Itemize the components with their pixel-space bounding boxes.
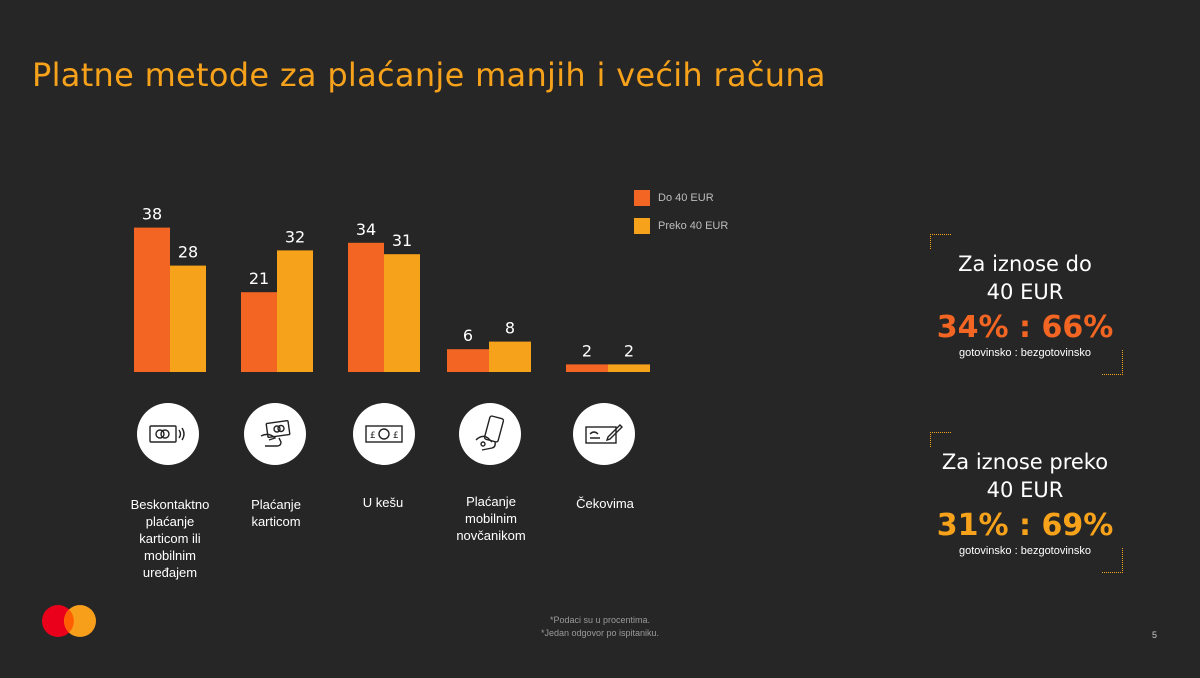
bar-do-40-2	[348, 242, 384, 372]
bar-value-label: 38	[142, 205, 162, 224]
label-line: Plaćanje	[251, 497, 301, 512]
contactless-card-icon	[137, 403, 199, 465]
bar-value-label: 2	[582, 341, 592, 360]
bar-value-label: 31	[392, 231, 412, 250]
legend-label: Preko 40 EUR	[658, 220, 729, 232]
footnote-line: *Podaci su u procentima.	[549, 615, 651, 625]
chart-legend: Do 40 EUR Preko 40 EUR	[634, 184, 728, 240]
bar-value-label: 6	[463, 326, 473, 345]
hand-card-icon	[244, 403, 306, 465]
page-number: 5	[1152, 630, 1158, 640]
category-label-cheque: Čekovima	[550, 495, 660, 512]
bar-value-label: 34	[356, 220, 376, 239]
bar-do-40-1	[241, 292, 277, 372]
category-label-contactless: Beskontaktno plaćanje karticom ili mobil…	[115, 496, 225, 581]
category-label-mobile-wallet: Plaćanje mobilnim novčanikom	[436, 493, 546, 544]
label-line: U kešu	[362, 495, 404, 510]
label-line: Beskontaktno	[130, 497, 210, 512]
bracket-bottom-right	[1102, 548, 1123, 573]
bar-value-label: 28	[178, 243, 198, 262]
category-label-card: Plaćanje karticom	[221, 496, 331, 530]
label-line: novčanikom	[456, 528, 526, 543]
summary-title-line2: 40 EUR	[986, 478, 1064, 502]
label-line: Plaćanje	[466, 494, 516, 509]
summary-title-line1: Za iznose preko	[941, 450, 1109, 474]
summary-title-line1: Za iznose do	[958, 252, 1092, 276]
summary-over-40: Za iznose preko 40 EUR 31% : 69% gotovin…	[925, 448, 1125, 557]
bar-preko-40-0	[170, 265, 206, 372]
bar-preko-40-1	[277, 250, 313, 372]
bar-preko-40-2	[384, 254, 420, 372]
legend-item-do-40: Do 40 EUR	[634, 184, 728, 212]
page-title: Platne metode za plaćanje manjih i većih…	[32, 56, 826, 94]
legend-item-preko-40: Preko 40 EUR	[634, 212, 728, 240]
legend-label: Do 40 EUR	[658, 192, 714, 204]
bracket-top-left	[930, 234, 951, 249]
summary-subtitle: gotovinsko : bezgotovinsko	[958, 347, 1092, 359]
footnotes: *Podaci su u procentima. *Jedan odgovor …	[500, 614, 700, 640]
label-line: karticom	[251, 514, 301, 529]
bar-value-label: 2	[624, 341, 634, 360]
mastercard-logo	[42, 605, 96, 637]
bar-do-40-0	[134, 227, 170, 372]
summary-subtitle: gotovinsko : bezgotovinsko	[958, 545, 1092, 557]
bar-do-40-3	[447, 349, 489, 372]
svg-text:£: £	[393, 431, 399, 441]
cheque-icon	[573, 403, 635, 465]
bar-value-label: 21	[249, 269, 269, 288]
legend-swatch-amber	[634, 218, 650, 234]
bar-value-label: 8	[505, 319, 515, 338]
bracket-bottom-right	[1102, 350, 1123, 375]
bracket-top-left	[930, 432, 951, 447]
label-line: mobilnim	[143, 548, 196, 563]
label-line: mobilnim	[464, 511, 517, 526]
category-label-cash: U kešu	[328, 494, 438, 511]
summary-ratio: 34% : 66%	[936, 310, 1114, 345]
summary-ratio: 31% : 69%	[936, 508, 1114, 543]
summary-under-40: Za iznose do 40 EUR 34% : 66% gotovinsko…	[925, 250, 1125, 359]
label-line: plaćanje	[145, 514, 195, 529]
label-line: Čekovima	[576, 496, 634, 511]
bar-do-40-4	[566, 364, 608, 372]
label-line: karticom ili	[139, 531, 201, 546]
summary-title-line2: 40 EUR	[986, 280, 1064, 304]
svg-text:£: £	[370, 431, 376, 441]
mobile-wallet-icon	[459, 403, 521, 465]
bar-preko-40-4	[608, 364, 650, 372]
label-line: uređajem	[142, 565, 198, 580]
legend-swatch-orange	[634, 190, 650, 206]
footnote-line: *Jedan odgovor po ispitaniku.	[540, 628, 660, 638]
cash-banknote-icon: £ £	[353, 403, 415, 465]
bar-value-label: 32	[285, 227, 305, 246]
bar-preko-40-3	[489, 341, 531, 372]
